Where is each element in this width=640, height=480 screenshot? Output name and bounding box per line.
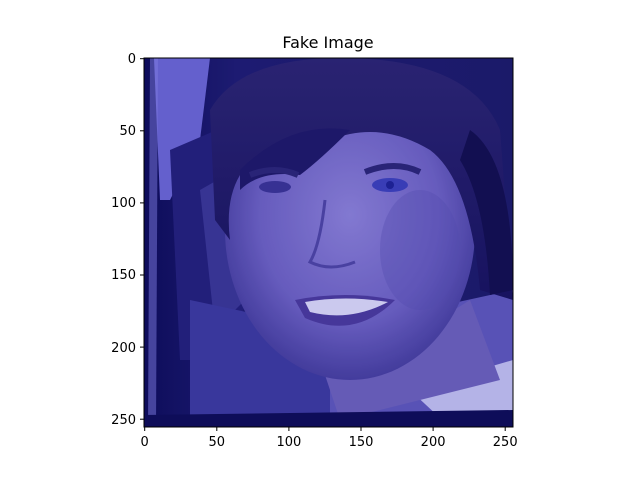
y-axis: 0 50 100 150 200 250 bbox=[111, 52, 144, 428]
y-tick-label: 150 bbox=[111, 268, 136, 283]
x-tick-label: 200 bbox=[421, 435, 446, 450]
x-tick-label: 100 bbox=[276, 435, 301, 450]
y-tick-label: 0 bbox=[128, 52, 136, 67]
y-tick-label: 250 bbox=[111, 413, 136, 428]
axes-frame bbox=[143, 57, 514, 428]
y-tick-label: 100 bbox=[111, 196, 136, 211]
x-tick-label: 50 bbox=[209, 435, 226, 450]
y-tick-label: 200 bbox=[111, 341, 136, 356]
x-tick-label: 0 bbox=[141, 435, 149, 450]
x-tick-label: 150 bbox=[349, 435, 374, 450]
y-tick-label: 50 bbox=[119, 124, 136, 139]
figure-title: Fake Image bbox=[282, 33, 373, 52]
portrait-image bbox=[144, 58, 513, 427]
x-tick-label: 250 bbox=[493, 435, 518, 450]
x-axis: 0 50 100 150 200 250 bbox=[141, 427, 518, 450]
